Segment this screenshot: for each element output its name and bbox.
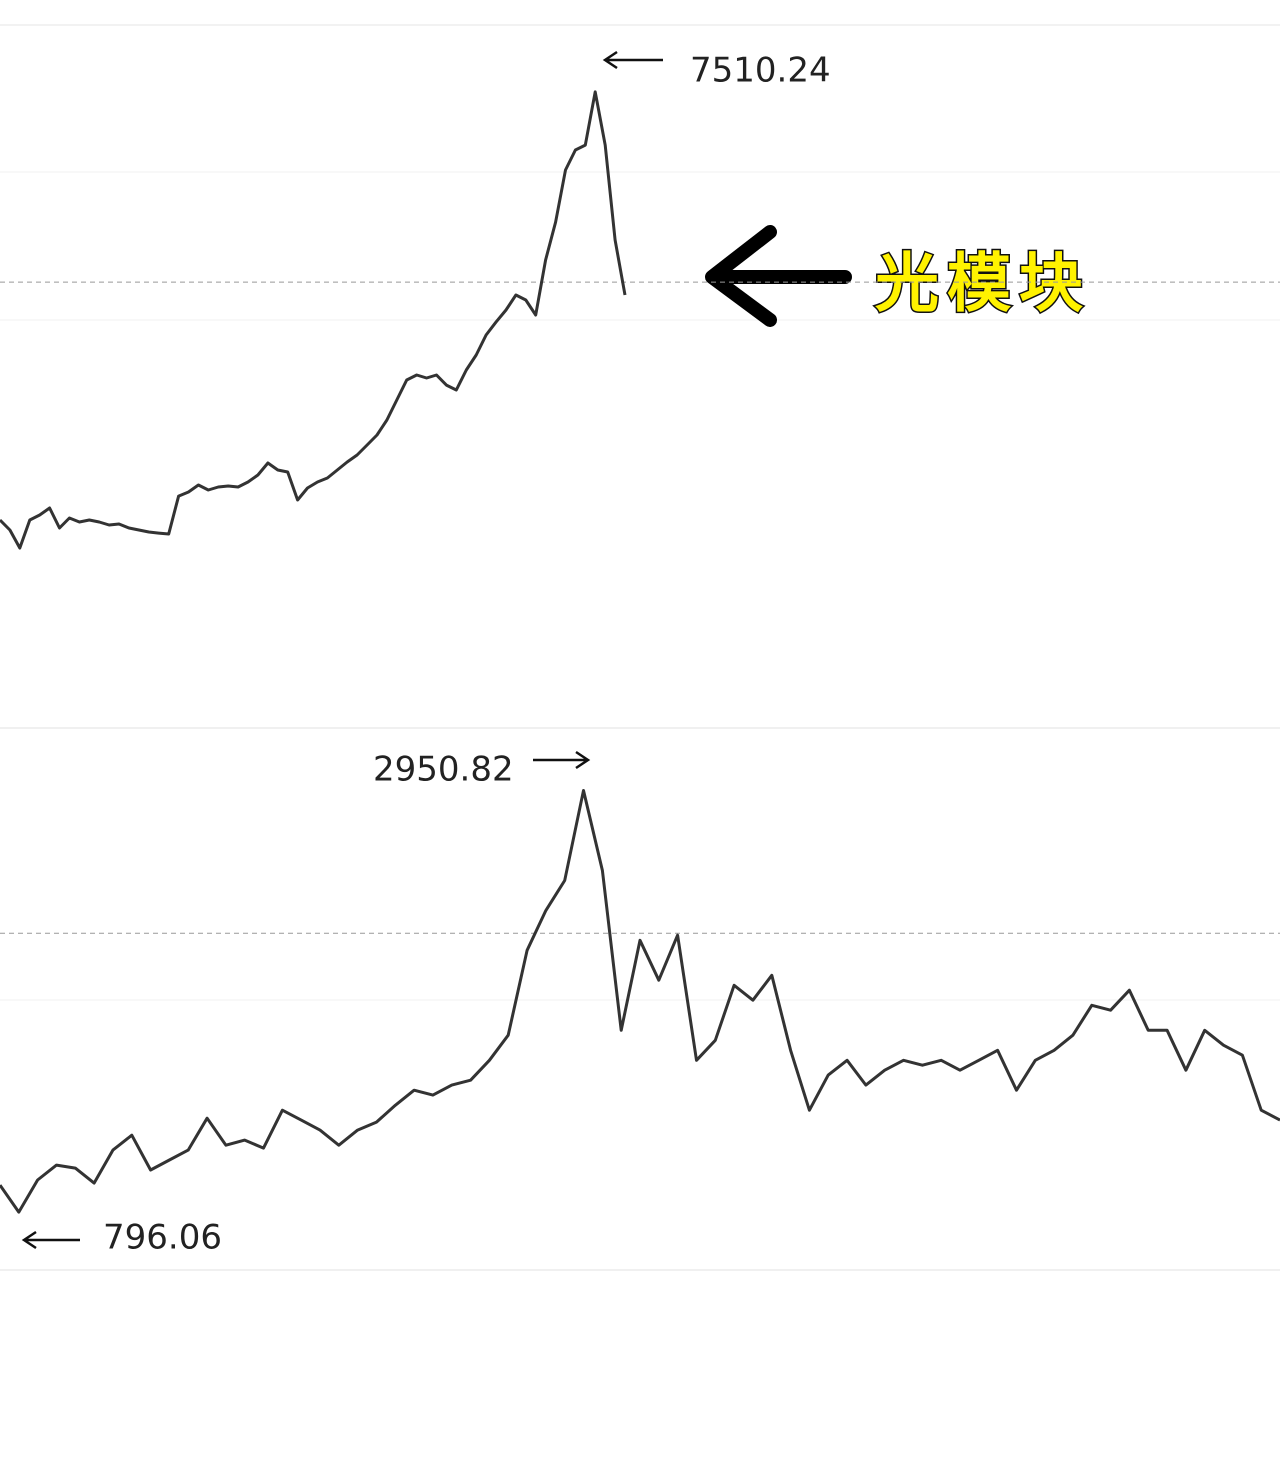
peak-label: 7510.24 [690,51,831,91]
peak-label: 2950.82 [373,750,514,790]
callout: 光模块 [875,248,1091,322]
arrow [602,50,663,70]
big-arrow [705,225,852,327]
arrow [21,1230,80,1250]
price-line [0,789,1280,1214]
low-label: 796.06 [103,1218,222,1258]
price-line [0,90,627,550]
arrow [533,750,591,770]
